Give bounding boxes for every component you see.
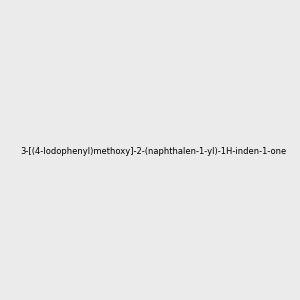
Text: 3-[(4-Iodophenyl)methoxy]-2-(naphthalen-1-yl)-1H-inden-1-one: 3-[(4-Iodophenyl)methoxy]-2-(naphthalen-… — [21, 147, 287, 156]
